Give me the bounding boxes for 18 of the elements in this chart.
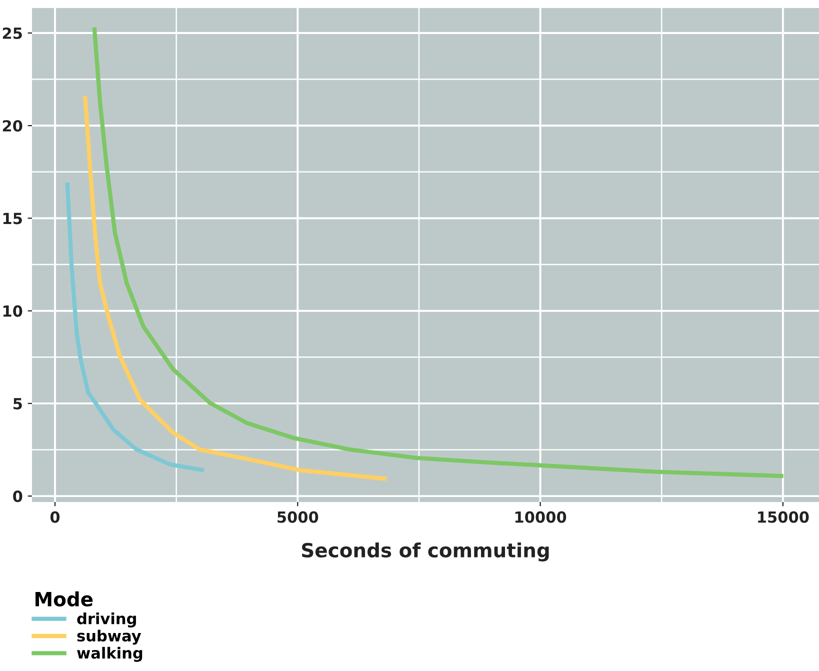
legend-label: driving	[77, 612, 136, 628]
y-tick-label: 25	[2, 27, 22, 40]
legend-label: walking	[77, 646, 142, 662]
line-series	[92, 25, 786, 478]
x-tick-label: 15000	[758, 511, 809, 523]
x-axis-title: Seconds of commuting	[302, 542, 549, 562]
y-tick-label: 0	[13, 490, 22, 502]
line-series	[82, 94, 389, 481]
y-tick-label: 20	[2, 120, 22, 132]
x-tick-label: 0	[50, 511, 60, 523]
line-series	[65, 180, 206, 472]
y-tick-label: 15	[3, 212, 22, 224]
legend-label: subway	[77, 630, 142, 645]
y-tick-label: 10	[3, 305, 22, 317]
legend-title: Mode	[36, 591, 93, 606]
x-tick-label: 10000	[515, 511, 566, 523]
x-tick-label: 5000	[278, 511, 318, 523]
y-tick-label: 5	[14, 398, 22, 410]
